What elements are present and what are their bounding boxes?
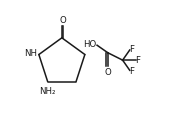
Text: O: O <box>104 68 111 77</box>
Text: HO: HO <box>83 40 96 49</box>
Text: F: F <box>129 45 134 54</box>
Text: O: O <box>60 16 66 25</box>
Text: NH₂: NH₂ <box>39 87 55 96</box>
Text: F: F <box>135 56 140 65</box>
Text: F: F <box>129 67 134 76</box>
Text: NH: NH <box>24 49 37 58</box>
